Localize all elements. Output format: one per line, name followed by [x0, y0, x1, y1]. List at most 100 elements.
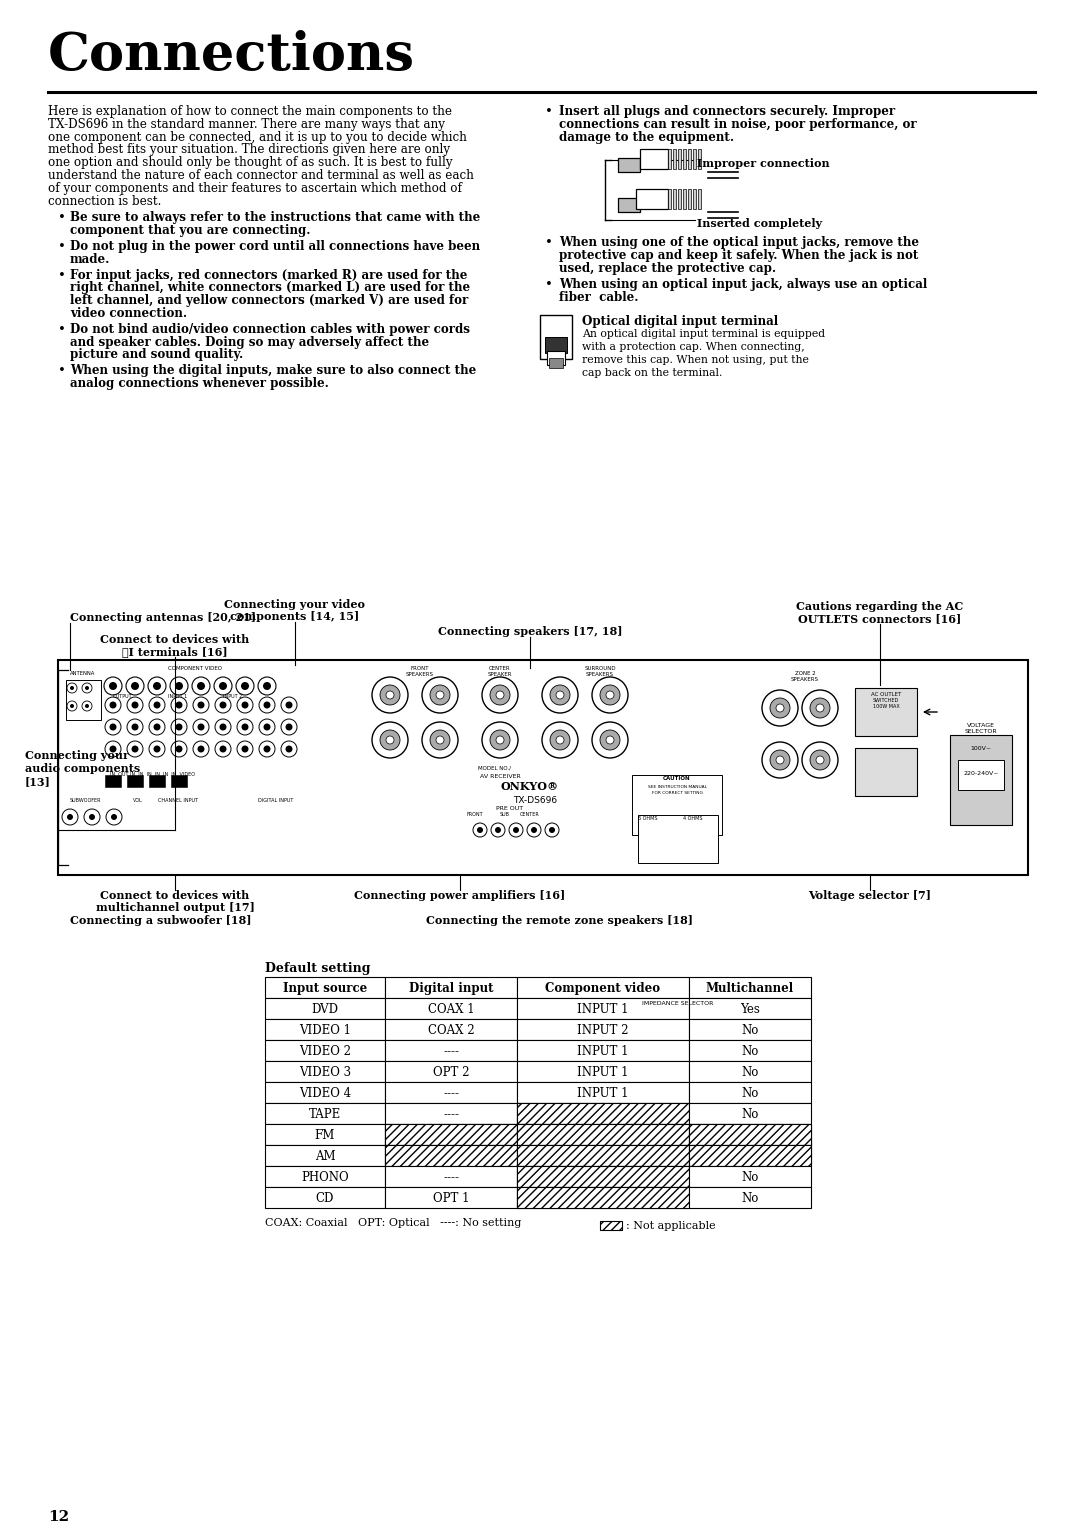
- Text: method best fits your situation. The directions given here are only: method best fits your situation. The dir…: [48, 144, 450, 156]
- Circle shape: [70, 704, 75, 707]
- Text: DIGITAL INPUT: DIGITAL INPUT: [258, 798, 294, 804]
- Bar: [517, 1103, 689, 1125]
- Bar: [517, 1166, 689, 1187]
- Text: Connecting antennas [20, 21]: Connecting antennas [20, 21]: [70, 613, 256, 623]
- Text: CHANNEL INPUT: CHANNEL INPUT: [158, 798, 198, 804]
- Text: remove this cap. When not using, put the: remove this cap. When not using, put the: [582, 354, 809, 365]
- Bar: [517, 1041, 689, 1060]
- Circle shape: [496, 736, 504, 744]
- Text: CAUTION: CAUTION: [663, 776, 691, 781]
- Text: OUTPUT: OUTPUT: [113, 694, 133, 698]
- Bar: [171, 775, 187, 787]
- Circle shape: [770, 750, 789, 770]
- Circle shape: [802, 691, 838, 726]
- Text: ZONE 2: ZONE 2: [795, 671, 815, 675]
- Circle shape: [372, 677, 408, 714]
- Bar: [517, 1082, 689, 1103]
- Text: MODEL NO./: MODEL NO./: [478, 766, 511, 772]
- Bar: [265, 1082, 384, 1103]
- Circle shape: [198, 723, 204, 730]
- Text: No: No: [741, 1192, 758, 1206]
- Circle shape: [153, 723, 161, 730]
- Circle shape: [109, 746, 117, 752]
- Circle shape: [175, 701, 183, 709]
- Circle shape: [556, 691, 564, 698]
- Circle shape: [85, 704, 89, 707]
- Text: •: •: [58, 364, 66, 377]
- Text: Connecting your video: Connecting your video: [225, 599, 365, 610]
- Text: 100W MAX: 100W MAX: [873, 704, 900, 709]
- Text: 12: 12: [48, 1510, 69, 1523]
- Text: multichannel output [17]: multichannel output [17]: [95, 902, 255, 914]
- Circle shape: [219, 701, 227, 709]
- Text: TX-DS696 in the standard manner. There are many ways that any: TX-DS696 in the standard manner. There a…: [48, 118, 445, 131]
- Bar: [265, 1125, 384, 1144]
- Circle shape: [491, 824, 505, 837]
- Bar: [105, 775, 121, 787]
- Circle shape: [509, 824, 523, 837]
- Text: VOL: VOL: [133, 798, 143, 804]
- Text: No: No: [741, 1108, 758, 1122]
- Bar: [265, 1187, 384, 1209]
- Bar: [66, 680, 102, 720]
- Bar: [689, 1166, 811, 1187]
- Circle shape: [109, 681, 117, 691]
- Circle shape: [600, 685, 620, 704]
- Text: understand the nature of each connector and terminal as well as each: understand the nature of each connector …: [48, 170, 474, 182]
- Text: AM: AM: [314, 1151, 335, 1163]
- Bar: [689, 1103, 811, 1125]
- Circle shape: [816, 704, 824, 712]
- Text: When using one of the optical input jacks, remove the: When using one of the optical input jack…: [559, 237, 919, 249]
- Circle shape: [237, 741, 253, 756]
- Bar: [517, 1166, 689, 1187]
- Text: COAX 2: COAX 2: [428, 1024, 474, 1038]
- Circle shape: [816, 756, 824, 764]
- Bar: [689, 1019, 811, 1041]
- Circle shape: [600, 730, 620, 750]
- Bar: [384, 1041, 517, 1060]
- Bar: [58, 660, 1028, 876]
- Circle shape: [473, 824, 487, 837]
- Circle shape: [285, 723, 293, 730]
- Text: INPUT 1: INPUT 1: [168, 694, 187, 698]
- Bar: [384, 1187, 517, 1209]
- Circle shape: [264, 723, 270, 730]
- Bar: [689, 1144, 811, 1166]
- Circle shape: [105, 741, 121, 756]
- Text: Connecting speakers [17, 18]: Connecting speakers [17, 18]: [437, 626, 622, 637]
- Bar: [384, 1103, 517, 1125]
- Text: Connect to devices with: Connect to devices with: [100, 634, 249, 645]
- Bar: [384, 976, 517, 998]
- Text: ----: ----: [443, 1045, 459, 1057]
- Text: IMPEDANCE SELECTOR: IMPEDANCE SELECTOR: [643, 1001, 714, 1005]
- Circle shape: [545, 824, 559, 837]
- Text: An optical digital input terminal is equipped: An optical digital input terminal is equ…: [582, 330, 825, 339]
- Text: ----: ----: [443, 1086, 459, 1100]
- Text: Default setting: Default setting: [265, 963, 370, 975]
- Text: Do not plug in the power cord until all connections have been: Do not plug in the power cord until all …: [70, 240, 481, 254]
- Circle shape: [810, 698, 831, 718]
- Circle shape: [219, 723, 227, 730]
- Text: VIDEO 1: VIDEO 1: [299, 1024, 351, 1038]
- Circle shape: [386, 691, 394, 698]
- Bar: [384, 1082, 517, 1103]
- Circle shape: [762, 743, 798, 778]
- Bar: [384, 1125, 517, 1144]
- Circle shape: [495, 827, 501, 833]
- Text: audio components: audio components: [25, 762, 140, 775]
- Circle shape: [192, 677, 210, 695]
- Circle shape: [242, 746, 248, 752]
- Text: cap back on the terminal.: cap back on the terminal.: [582, 368, 723, 377]
- Circle shape: [193, 697, 210, 714]
- Bar: [517, 1187, 689, 1209]
- Bar: [698, 189, 701, 209]
- Circle shape: [105, 697, 121, 714]
- Text: of your components and their features to ascertain which method of: of your components and their features to…: [48, 182, 462, 194]
- Circle shape: [170, 677, 188, 695]
- Text: [13]: [13]: [25, 776, 51, 787]
- Bar: [517, 1125, 689, 1144]
- Circle shape: [556, 736, 564, 744]
- Circle shape: [171, 720, 187, 735]
- Text: used, replace the protective cap.: used, replace the protective cap.: [559, 261, 777, 275]
- Text: and speaker cables. Doing so may adversely affect the: and speaker cables. Doing so may adverse…: [70, 336, 429, 348]
